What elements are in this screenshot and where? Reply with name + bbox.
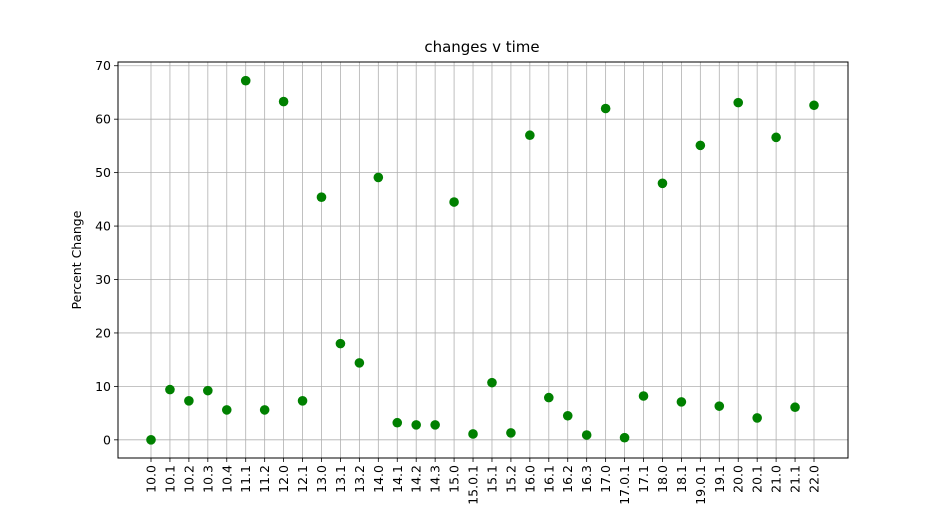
data-point (695, 140, 706, 151)
data-point (676, 397, 687, 407)
x-tick-label: 15.1 (484, 465, 499, 493)
x-tick-label: 19.1 (712, 465, 727, 493)
data-point (638, 391, 649, 401)
points-layer (146, 75, 819, 445)
x-tick-label: 17.1 (636, 465, 651, 493)
x-tick-label: 15.0.1 (466, 465, 481, 505)
data-point (221, 405, 232, 415)
data-point (354, 358, 365, 368)
x-tick-label: 18.1 (674, 465, 689, 493)
data-point (335, 338, 346, 349)
x-tick-label: 22.0 (807, 465, 822, 493)
x-tick-label: 20.0 (731, 465, 746, 493)
x-tick-label: 14.2 (409, 465, 424, 493)
data-point (411, 420, 422, 430)
x-tick-label: 16.2 (560, 465, 575, 493)
data-point (392, 417, 403, 428)
data-point (373, 172, 384, 183)
y-tick-label: 20 (95, 325, 111, 340)
data-point (506, 428, 516, 438)
data-point (297, 396, 308, 406)
x-tick-label: 14.3 (428, 465, 443, 493)
data-point (600, 103, 611, 114)
x-tick-label: 10.0 (144, 465, 159, 493)
x-tick-label: 10.1 (162, 465, 177, 493)
x-tick-label: 16.1 (541, 465, 556, 493)
data-point (544, 392, 554, 403)
data-point (752, 413, 762, 423)
data-point (525, 130, 535, 141)
x-tick-label: 16.3 (579, 465, 594, 493)
x-tick-label: 17.0.1 (617, 465, 632, 505)
x-tick-label: 13.1 (333, 465, 348, 493)
x-tick-label: 19.0.1 (693, 465, 708, 505)
data-point (714, 401, 725, 411)
x-tick-label: 15.2 (503, 465, 518, 493)
y-axis-label: Percent Change (69, 210, 84, 309)
data-point (146, 435, 156, 445)
data-point (203, 385, 213, 396)
x-tick-label: 10.2 (181, 465, 196, 493)
data-point (278, 96, 289, 107)
y-tick-label: 60 (95, 112, 111, 127)
data-point (790, 402, 800, 413)
data-point (487, 377, 497, 388)
x-tick-label: 20.1 (750, 465, 765, 493)
x-tick-label: 13.0 (314, 465, 329, 493)
x-tick-label: 16.0 (522, 465, 537, 493)
y-tick-label: 30 (95, 272, 111, 287)
x-tick-label: 17.0 (598, 465, 613, 493)
data-point (657, 178, 668, 189)
data-point (562, 410, 573, 421)
x-tick-label: 21.1 (788, 465, 803, 493)
data-point (619, 432, 630, 443)
data-point (449, 197, 459, 207)
x-tick-label: 15.0 (447, 465, 462, 493)
data-point (733, 97, 744, 108)
plot-frame (117, 61, 849, 459)
x-tick-label: 11.1 (238, 465, 253, 493)
x-tick-label: 21.0 (769, 465, 784, 493)
x-tick-label: 13.2 (352, 465, 367, 493)
data-point (468, 429, 478, 439)
data-point (316, 192, 327, 203)
data-point (184, 396, 194, 406)
chart-title: changes v time (424, 38, 539, 56)
y-tick-label: 50 (95, 165, 111, 180)
x-tick-label: 14.0 (371, 465, 386, 493)
x-tick-label: 12.1 (295, 465, 310, 493)
data-point (581, 430, 592, 440)
data-point (771, 132, 781, 143)
y-tick-label: 0 (103, 432, 111, 447)
x-tick-label: 18.0 (655, 465, 670, 493)
data-point (809, 100, 819, 111)
x-tick-label: 14.1 (390, 465, 405, 493)
data-point (259, 405, 270, 415)
x-tick-label: 10.4 (219, 465, 234, 493)
data-point (240, 75, 251, 86)
y-axis: 0 10 20 30 40 50 60 70 (95, 58, 118, 447)
x-tick-label: 12.0 (276, 465, 291, 493)
y-tick-label: 70 (95, 58, 111, 73)
x-tick-label: 11.2 (257, 465, 272, 493)
data-point (430, 420, 440, 430)
x-axis: 10.0 10.1 10.2 10.3 10.4 11.1 11.2 12.0 12.1 13.0… (144, 458, 822, 505)
data-point (165, 384, 175, 395)
x-tick-label: 10.3 (200, 465, 215, 493)
y-tick-label: 40 (95, 219, 111, 234)
y-tick-label: 10 (95, 379, 111, 394)
